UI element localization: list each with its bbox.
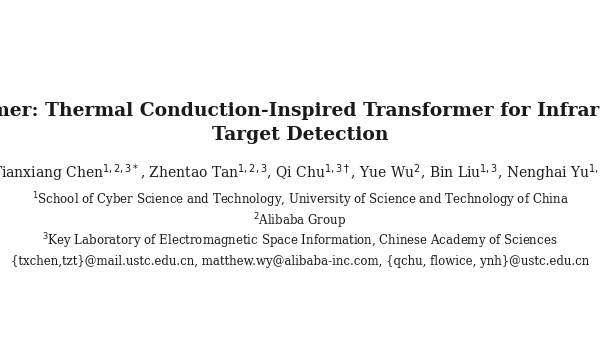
Text: $^{1}$School of Cyber Science and Technology, University of Science and Technolo: $^{1}$School of Cyber Science and Techno…: [32, 191, 568, 210]
Text: {txchen,tzt}@mail.ustc.edu.cn, matthew.wy@alibaba-inc.com, {qchu, flowice, ynh}@: {txchen,tzt}@mail.ustc.edu.cn, matthew.w…: [11, 255, 589, 268]
Text: $^{3}$Key Laboratory of Electromagnetic Space Information, Chinese Academy of Sc: $^{3}$Key Laboratory of Electromagnetic …: [42, 231, 558, 251]
Text: Tianxiang Chen$^{1,2,3*}$, Zhentao Tan$^{1,2,3}$, Qi Chu$^{1,3\dagger}$, Yue Wu$: Tianxiang Chen$^{1,2,3*}$, Zhentao Tan$^…: [0, 163, 600, 184]
Text: $^{2}$Alibaba Group: $^{2}$Alibaba Group: [253, 211, 347, 231]
Text: TCI-Former: Thermal Conduction-Inspired Transformer for Infrared Small
Target De: TCI-Former: Thermal Conduction-Inspired …: [0, 102, 600, 144]
